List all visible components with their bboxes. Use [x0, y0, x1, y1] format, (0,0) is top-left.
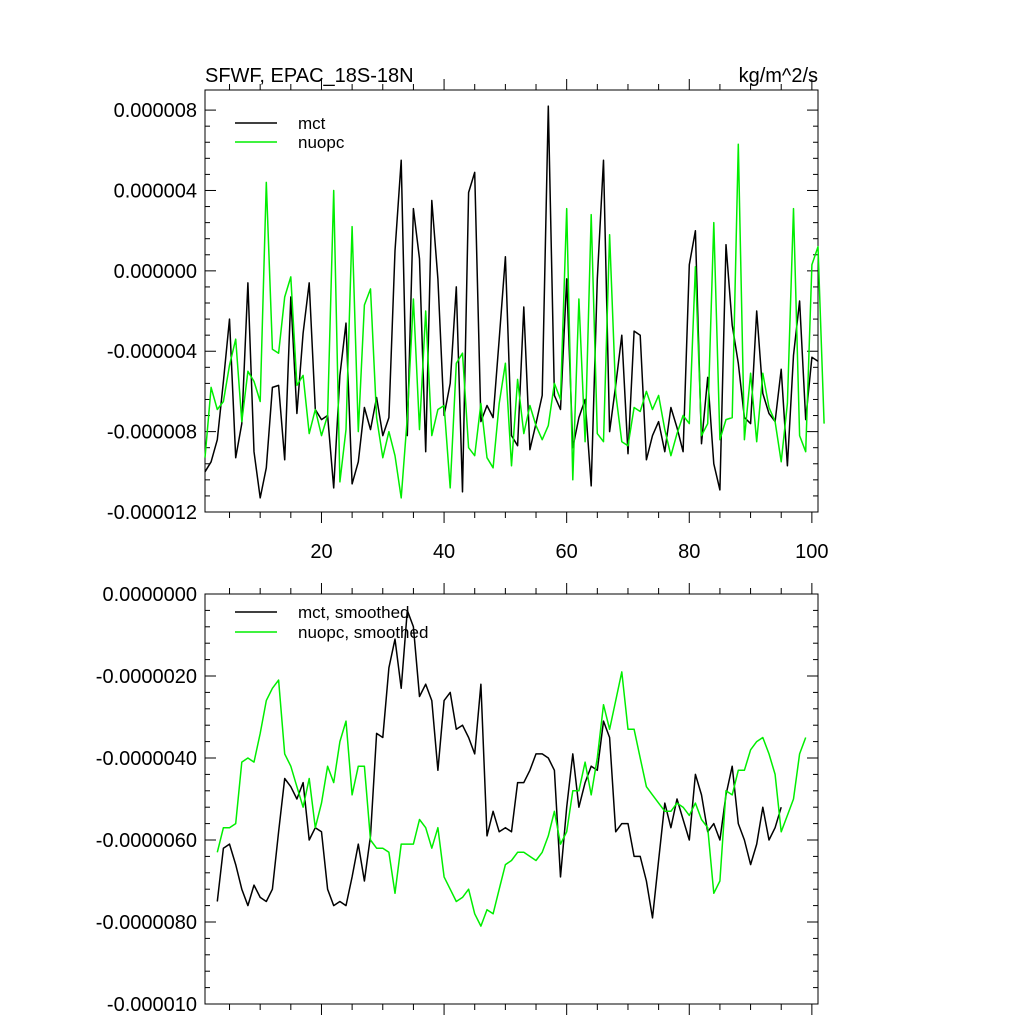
- x-tick-label: 40: [433, 541, 455, 563]
- bottom-panel-frame: [204, 593, 819, 1005]
- top-panel-title: SFWF, EPAC_18S-18N: [205, 65, 414, 87]
- top-panel-x-axis: 20 40 60 80 100: [229, 79, 829, 563]
- x-tick-label: 80: [678, 541, 700, 563]
- y-tick-label: -0.000010: [107, 994, 197, 1016]
- top-panel-legend: mct nuopc: [235, 114, 345, 152]
- legend-label-nuopc: nuopc: [298, 133, 345, 152]
- y-tick-label: 0.000008: [114, 100, 197, 122]
- x-tick-label: 60: [556, 541, 578, 563]
- y-tick-label: 0.000004: [114, 180, 197, 202]
- y-tick-label: -0.0000020: [96, 666, 197, 688]
- y-tick-label: -0.0000060: [96, 830, 197, 852]
- x-tick-label: 100: [795, 541, 828, 563]
- legend-label-mct: mct: [298, 114, 326, 133]
- bottom-panel-x-axis: [229, 583, 813, 1015]
- x-tick-label: 20: [310, 541, 332, 563]
- legend-label-mct-smoothed: mct, smoothed: [298, 603, 410, 622]
- y-tick-label: 0.000000: [114, 261, 197, 283]
- top-panel: SFWF, EPAC_18S-18N kg/m^2/s -0.000012-0.…: [107, 65, 829, 563]
- y-tick-label: -0.000008: [107, 422, 197, 444]
- y-tick-label: 0.0000000: [102, 584, 197, 606]
- bottom-panel-y-axis: -0.000010 -0.0000080 -0.0000060 -0.0000040 -…: [96, 584, 818, 1016]
- bottom-panel-legend: mct, smoothed nuopc, smoothed: [235, 603, 428, 642]
- top-panel-y-axis: -0.000012 -0.000008 -0.000004 0.000000 0.000…: [107, 100, 818, 524]
- y-tick-label: -0.000004: [107, 341, 197, 363]
- series-line-nuopc-smoothed: [216, 671, 807, 927]
- y-tick-label: -0.0000080: [96, 912, 197, 934]
- series-line-nuopc: [204, 143, 825, 499]
- top-panel-series: [204, 105, 825, 499]
- bottom-panel-series: [216, 609, 807, 927]
- bottom-panel: -0.000010 -0.0000080 -0.0000060 -0.0000040 -…: [96, 583, 819, 1016]
- y-tick-label: -0.0000040: [96, 748, 197, 770]
- legend-label-nuopc-smoothed: nuopc, smoothed: [298, 623, 428, 642]
- top-panel-units: kg/m^2/s: [739, 65, 818, 87]
- top-panel-frame: [204, 89, 819, 513]
- y-tick-label: -0.000012: [107, 502, 197, 524]
- series-line-mct: [204, 105, 819, 499]
- series-line-mct-smoothed: [216, 609, 782, 919]
